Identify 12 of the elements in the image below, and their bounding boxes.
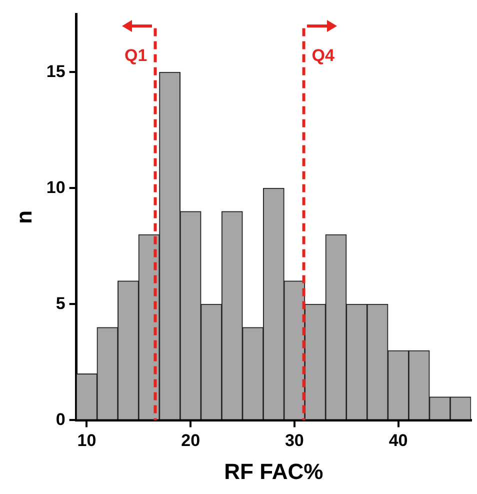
y-tick-label: 5 xyxy=(56,294,66,313)
x-tick-label: 40 xyxy=(388,431,408,450)
y-tick-label: 0 xyxy=(56,410,66,429)
y-tick-label: 10 xyxy=(46,178,66,197)
x-axis-title: RF FAC% xyxy=(224,458,324,484)
ref-line-label: Q1 xyxy=(124,46,148,65)
x-tick-label: 10 xyxy=(77,431,96,450)
x-tick-label: 30 xyxy=(284,431,304,450)
y-axis-title: n xyxy=(11,210,36,224)
x-tick-label: 20 xyxy=(181,431,200,450)
ref-line-label: Q4 xyxy=(312,46,335,65)
y-tick-label: 15 xyxy=(46,62,66,81)
